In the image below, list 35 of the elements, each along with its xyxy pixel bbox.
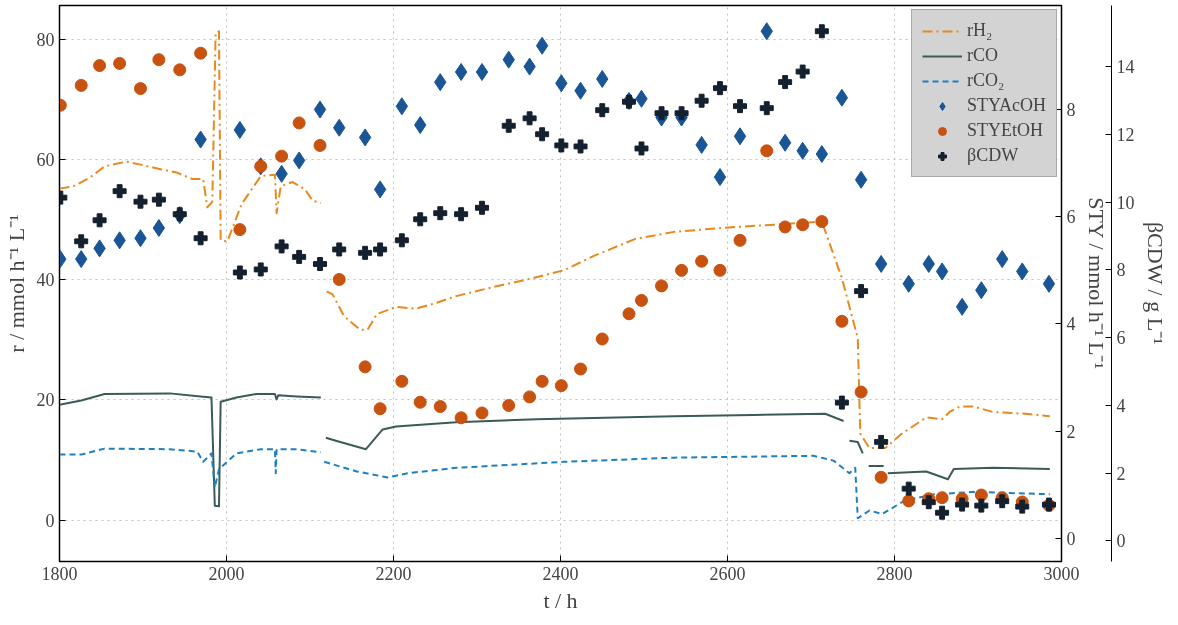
y3-tick-label: 6 [1116,328,1126,349]
legend-label: STYAcOH [967,95,1046,116]
x-tick-label: 3000 [1043,563,1080,584]
x-tick-label: 2600 [709,563,746,584]
x-tick-label: 2000 [208,563,245,584]
y3-tick-label: 4 [1116,395,1126,416]
legend-label: βCDW [967,145,1019,166]
y-tick-label: 80 [36,30,55,51]
y2-tick-label: 6 [1066,207,1076,228]
y2-tick-label: 2 [1066,421,1076,442]
x-tick-label: 2200 [375,563,412,584]
y3-tick-label: 10 [1116,192,1135,213]
y-axis-title: r / mmol h⁻¹ L⁻¹ [3,214,29,353]
legend-label: rCO₂ [967,70,1005,91]
y2-tick-label: 8 [1066,100,1076,121]
x-tick-label: 1800 [41,563,78,584]
x-axis-title: t / h [543,587,578,613]
y2-axis-title: STY / mmol h⁻¹ L⁻¹ [1083,197,1109,370]
legend-label: rH₂ [967,20,993,41]
y2-tick-label: 0 [1066,528,1076,549]
y2-tick-label: 4 [1066,314,1076,335]
y3-tick-label: 12 [1116,124,1135,145]
y3-tick-label: 8 [1116,260,1126,281]
x-tick-label: 2800 [876,563,913,584]
legend-label: STYEtOH [967,120,1043,141]
y-tick-label: 40 [36,270,55,291]
legend-label: rCO [967,45,998,66]
y3-tick-label: 2 [1116,463,1126,484]
y3-axis-title: βCDW / g L⁻¹ [1142,221,1168,345]
y-tick-label: 0 [45,510,55,531]
y-tick-label: 20 [36,390,55,411]
y3-tick-label: 0 [1116,531,1126,552]
y3-tick-label: 14 [1116,56,1135,77]
y-tick-label: 60 [36,150,55,171]
x-tick-label: 2400 [542,563,579,584]
